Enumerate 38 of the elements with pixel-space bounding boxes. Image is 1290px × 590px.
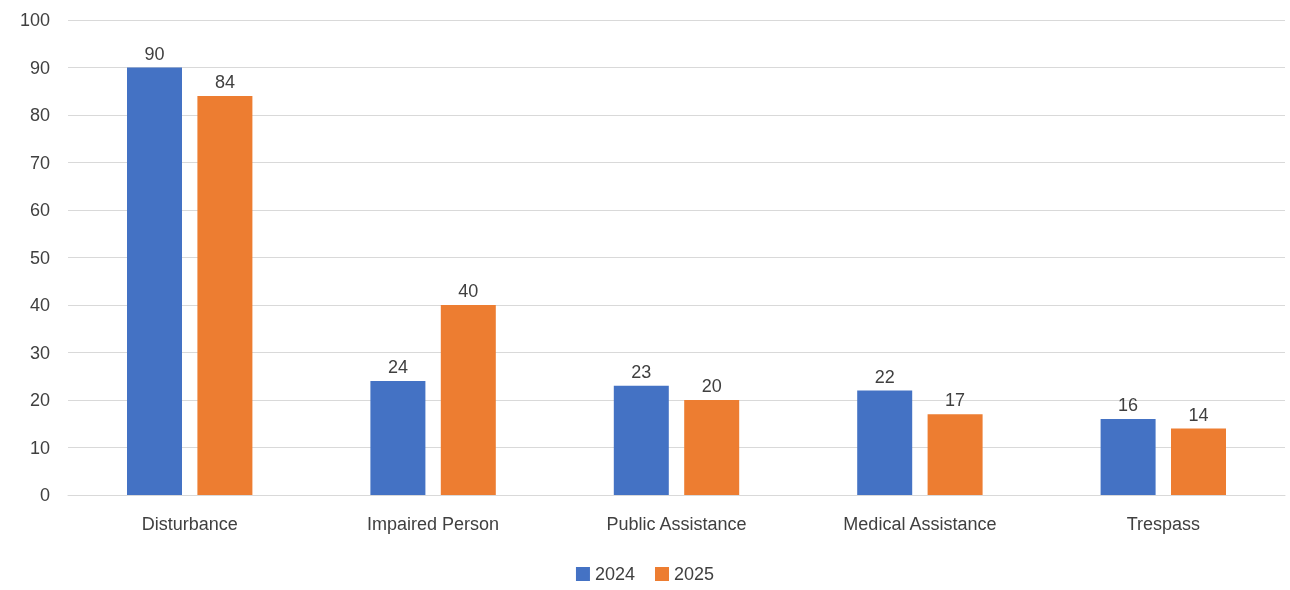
data-label: 84 xyxy=(214,72,235,92)
legend-label: 2025 xyxy=(674,564,715,584)
y-tick-label: 0 xyxy=(39,485,50,505)
bar xyxy=(440,305,496,495)
y-tick-label: 30 xyxy=(29,342,50,363)
y-tick-label: 10 xyxy=(29,437,50,458)
bar xyxy=(1171,428,1226,495)
y-tick-label: 80 xyxy=(29,105,50,125)
bar xyxy=(1100,419,1156,495)
x-tick-label: Trespass xyxy=(1126,514,1200,534)
bar xyxy=(370,381,426,495)
y-tick-label: 40 xyxy=(29,295,50,315)
x-tick-label: Medical Assistance xyxy=(843,514,997,534)
data-label: 20 xyxy=(701,376,722,396)
data-label: 22 xyxy=(874,366,895,387)
bar xyxy=(613,385,669,495)
bar xyxy=(127,67,182,495)
y-tick-label: 100 xyxy=(19,10,50,30)
data-label: 17 xyxy=(945,390,966,411)
data-label: 90 xyxy=(144,43,165,64)
legend-label: 2024 xyxy=(594,564,635,584)
bar xyxy=(927,414,983,495)
y-tick-label: 20 xyxy=(29,390,50,410)
bar xyxy=(684,400,740,495)
data-label: 40 xyxy=(458,281,479,301)
data-label: 23 xyxy=(631,361,652,382)
x-tick-label: Disturbance xyxy=(141,514,238,534)
bar xyxy=(857,390,913,495)
y-tick-label: 50 xyxy=(29,247,50,268)
bar xyxy=(197,96,253,495)
data-label: 14 xyxy=(1188,404,1209,425)
data-label: 24 xyxy=(387,357,408,377)
y-tick-label: 70 xyxy=(29,152,50,173)
y-tick-label: 60 xyxy=(29,200,50,220)
y-tick-label: 90 xyxy=(29,57,50,78)
x-tick-label: Public Assistance xyxy=(606,514,747,534)
data-label: 16 xyxy=(1118,395,1139,415)
x-tick-label: Impaired Person xyxy=(367,514,500,534)
